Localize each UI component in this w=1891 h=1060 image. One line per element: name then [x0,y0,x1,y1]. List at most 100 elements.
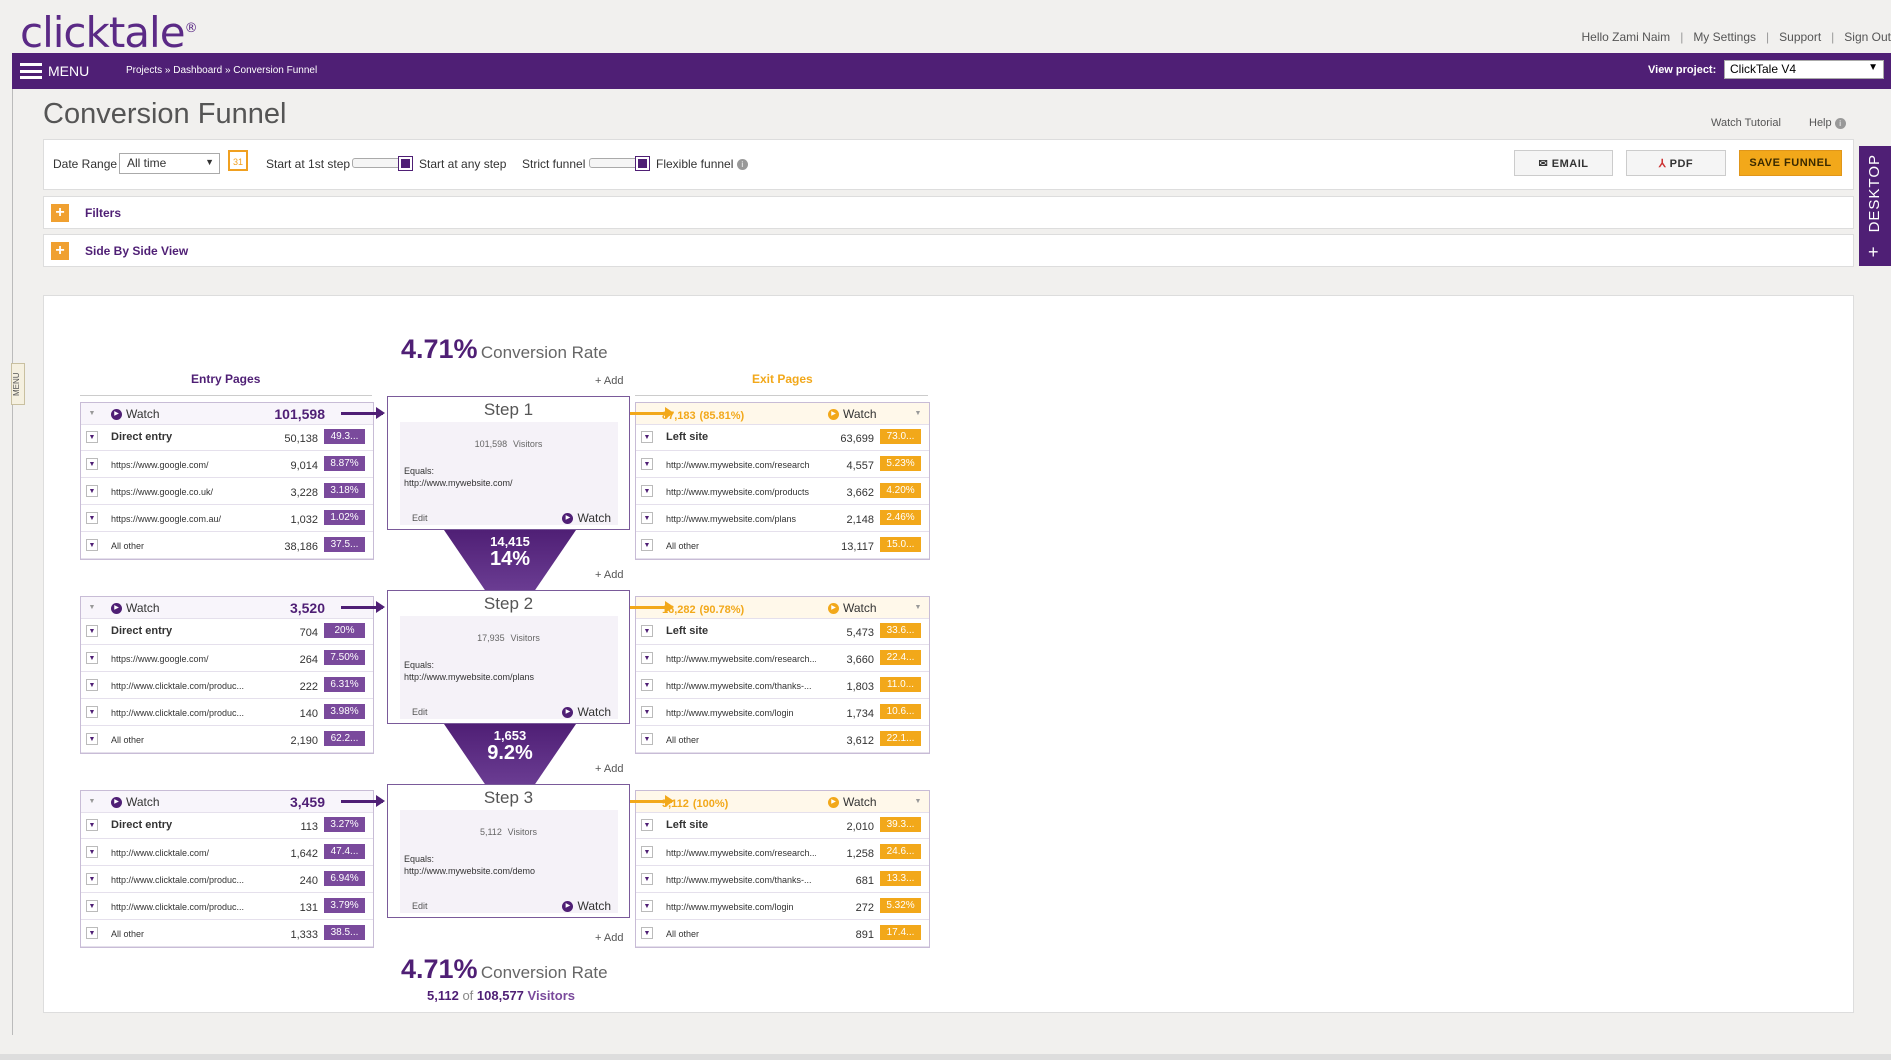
exit-row[interactable]: ▼ Left site 2,010 39.3... [636,813,929,839]
entry-row[interactable]: ▼ https://www.google.co.uk/3,228 3.18% [81,479,373,505]
dropdown-arrow-icon[interactable]: ▼ [641,900,653,912]
collapse-arrow-icon[interactable]: ▼ [88,410,96,417]
entry-row[interactable]: ▼ All other 2,190 62.2... [81,727,373,753]
start-step-toggle[interactable] [352,156,413,171]
filters-label[interactable]: Filters [85,206,122,220]
filters-accordion[interactable]: + Filters [43,196,1854,229]
entry-row[interactable]: ▼ https://www.google.com.au/1,032 1.02% [81,506,373,532]
sign-out-link[interactable]: Sign Out [1844,30,1891,44]
support-link[interactable]: Support [1779,30,1822,44]
add-step-link[interactable]: + Add [595,763,624,775]
dropdown-arrow-icon[interactable]: ▼ [86,458,98,470]
collapse-arrow-icon[interactable]: ▼ [914,798,922,805]
exit-row[interactable]: ▼ http://www.mywebsite.com/login 1,734 10.6… [636,700,929,726]
clicktale-logo[interactable]: clicktale® [20,8,198,57]
add-step-link[interactable]: + Add [595,375,624,387]
dropdown-arrow-icon[interactable]: ▼ [86,900,98,912]
dropdown-arrow-icon[interactable]: ▼ [641,539,653,551]
save-funnel-button[interactable]: SAVE FUNNEL [1739,150,1842,176]
collapse-arrow-icon[interactable]: ▼ [914,410,922,417]
watch-entry-button[interactable]: ▶ Watch [111,601,160,615]
exit-row[interactable]: ▼ http://www.mywebsite.com/thanks-... 1,80… [636,673,929,699]
dropdown-arrow-icon[interactable]: ▼ [86,512,98,524]
dropdown-arrow-icon[interactable]: ▼ [641,625,653,637]
entry-row[interactable]: ▼ http://www.clicktale.com/produc... 240 6.… [81,867,373,893]
edit-step-link[interactable]: Edit [412,513,428,523]
add-step-link[interactable]: + Add [595,932,624,944]
exit-row[interactable]: ▼ http://www.mywebsite.com/plans 2,148 2.46… [636,506,929,532]
dropdown-arrow-icon[interactable]: ▼ [86,679,98,691]
entry-row[interactable]: ▼ http://www.clicktale.com/1,642 47.4... [81,840,373,866]
watch-exit-button[interactable]: ▶ Watch [828,407,877,421]
collapse-arrow-icon[interactable]: ▼ [88,798,96,805]
edit-step-link[interactable]: Edit [412,707,428,717]
dropdown-arrow-icon[interactable]: ▼ [86,706,98,718]
collapse-arrow-icon[interactable]: ▼ [914,604,922,611]
hamburger-icon[interactable] [20,63,42,79]
watch-exit-button[interactable]: ▶ Watch [828,601,877,615]
funnel-mode-toggle[interactable] [589,156,650,171]
date-range-select[interactable]: All time ▼ [119,153,220,174]
expand-plus-icon[interactable]: + [51,204,69,222]
dropdown-arrow-icon[interactable]: ▼ [641,485,653,497]
desktop-tab[interactable]: DESKTOP + [1859,146,1891,266]
entry-row[interactable]: ▼ Direct entry 113 3.27% [81,813,373,839]
dropdown-arrow-icon[interactable]: ▼ [86,846,98,858]
dropdown-arrow-icon[interactable]: ▼ [641,652,653,664]
watch-tutorial-link[interactable]: Watch Tutorial [1711,117,1781,129]
side-menu-tab[interactable]: MENU [11,363,25,405]
exit-row[interactable]: ▼ http://www.mywebsite.com/thanks-... 681 1… [636,867,929,893]
exit-row[interactable]: ▼ All other 891 17.4... [636,921,929,947]
collapse-arrow-icon[interactable]: ▼ [88,604,96,611]
breadcrumb[interactable]: Projects » Dashboard » Conversion Funnel [126,65,318,76]
entry-row[interactable]: ▼ https://www.google.com/9,014 8.87% [81,452,373,478]
entry-row[interactable]: ▼ http://www.clicktale.com/produc... 222 6.… [81,673,373,699]
exit-row[interactable]: ▼ http://www.mywebsite.com/login 272 5.32% [636,894,929,920]
watch-step-button[interactable]: ▶ Watch [562,705,611,719]
watch-entry-button[interactable]: ▶ Watch [111,407,160,421]
add-step-link[interactable]: + Add [595,569,624,581]
dropdown-arrow-icon[interactable]: ▼ [86,819,98,831]
dropdown-arrow-icon[interactable]: ▼ [641,431,653,443]
dropdown-arrow-icon[interactable]: ▼ [641,927,653,939]
watch-entry-button[interactable]: ▶ Watch [111,795,160,809]
plus-icon[interactable]: + [1868,242,1879,262]
dropdown-arrow-icon[interactable]: ▼ [86,873,98,885]
exit-row[interactable]: ▼ Left site 63,699 73.0... [636,425,929,451]
dropdown-arrow-icon[interactable]: ▼ [641,873,653,885]
entry-row[interactable]: ▼ All other 1,333 38.5... [81,921,373,947]
calendar-icon[interactable]: 31 [228,150,248,171]
exit-row[interactable]: ▼ All other 3,612 22.1... [636,727,929,753]
dropdown-arrow-icon[interactable]: ▼ [86,625,98,637]
dropdown-arrow-icon[interactable]: ▼ [86,539,98,551]
dropdown-arrow-icon[interactable]: ▼ [641,679,653,691]
entry-watch-row[interactable]: ▼ ▶ Watch 3,520 [81,597,373,619]
entry-row[interactable]: ▼ Direct entry 50,138 49.3... [81,425,373,451]
exit-row[interactable]: ▼ http://www.mywebsite.com/research 4,557 5… [636,452,929,478]
entry-row[interactable]: ▼ https://www.google.com/264 7.50% [81,646,373,672]
dropdown-arrow-icon[interactable]: ▼ [641,458,653,470]
email-button[interactable]: ✉ EMAIL [1514,150,1613,176]
info-icon[interactable]: i [736,159,748,171]
side-by-side-accordion[interactable]: + Side By Side View [43,234,1854,267]
exit-watch-row[interactable]: 5,112 (100%) ▶ Watch ▼ [636,791,929,813]
entry-watch-row[interactable]: ▼ ▶ Watch 101,598 [81,403,373,425]
dropdown-arrow-icon[interactable]: ▼ [86,733,98,745]
dropdown-arrow-icon[interactable]: ▼ [86,652,98,664]
expand-plus-icon[interactable]: + [51,242,69,260]
dropdown-arrow-icon[interactable]: ▼ [641,733,653,745]
watch-step-button[interactable]: ▶ Watch [562,511,611,525]
side-by-side-label[interactable]: Side By Side View [85,244,189,258]
exit-row[interactable]: ▼ All other 13,117 15.0... [636,533,929,559]
dropdown-arrow-icon[interactable]: ▼ [641,706,653,718]
exit-watch-row[interactable]: 16,282 (90.78%) ▶ Watch ▼ [636,597,929,619]
entry-row[interactable]: ▼ All other 38,186 37.5... [81,533,373,559]
pdf-button[interactable]: ⅄ PDF [1626,150,1726,176]
dropdown-arrow-icon[interactable]: ▼ [641,512,653,524]
exit-watch-row[interactable]: 87,183 (85.81%) ▶ Watch ▼ [636,403,929,425]
my-settings-link[interactable]: My Settings [1693,30,1757,44]
dropdown-arrow-icon[interactable]: ▼ [86,431,98,443]
entry-row[interactable]: ▼ http://www.clicktale.com/produc... 140 3.… [81,700,373,726]
exit-row[interactable]: ▼ http://www.mywebsite.com/research... 3,6… [636,646,929,672]
exit-row[interactable]: ▼ Left site 5,473 33.6... [636,619,929,645]
